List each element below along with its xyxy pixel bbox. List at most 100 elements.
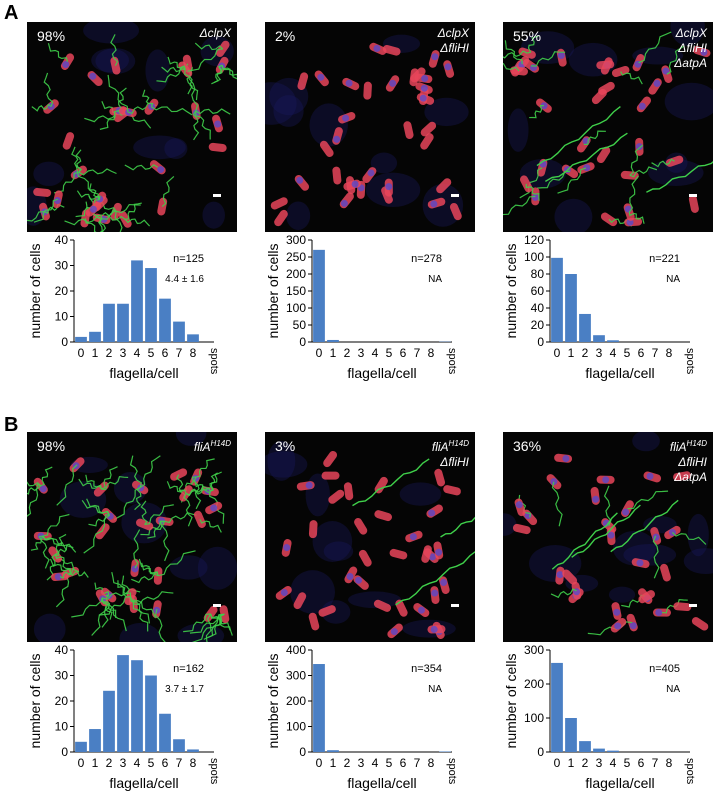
bar bbox=[551, 258, 563, 342]
y-tick-label: 400 bbox=[286, 643, 306, 657]
x-tick-label: 4 bbox=[610, 756, 617, 770]
bar bbox=[117, 655, 129, 752]
x-tick-label: 5 bbox=[148, 756, 155, 770]
flagellum bbox=[503, 196, 535, 216]
background-haze bbox=[632, 432, 660, 451]
genotype-line: ΔclpX bbox=[674, 26, 707, 41]
background-haze bbox=[554, 199, 592, 232]
y-tick-label: 100 bbox=[524, 711, 544, 725]
x-tick-label: 7 bbox=[176, 346, 183, 360]
y-tick-label: 80 bbox=[531, 267, 545, 281]
percent-label: 55% bbox=[513, 28, 541, 44]
background-haze bbox=[609, 587, 635, 603]
bar bbox=[579, 314, 591, 342]
y-tick-label: 50 bbox=[293, 318, 307, 332]
cell bbox=[269, 196, 289, 211]
bar bbox=[89, 729, 101, 752]
cell bbox=[635, 95, 653, 114]
cell-body bbox=[647, 77, 664, 96]
x-tick-label: 3 bbox=[358, 756, 365, 770]
background-haze bbox=[306, 474, 330, 517]
y-tick-label: 250 bbox=[286, 250, 306, 264]
cell-body bbox=[357, 548, 373, 568]
background-haze bbox=[684, 548, 713, 574]
cell bbox=[673, 602, 692, 611]
bar bbox=[89, 332, 101, 342]
y-tick-label: 30 bbox=[55, 259, 69, 273]
genotype-line: fliAH14D bbox=[432, 436, 469, 455]
cell bbox=[343, 482, 353, 501]
mean-sd-annotation: NA bbox=[666, 274, 680, 285]
mean-sd-annotation: NA bbox=[428, 684, 442, 695]
x-tick-label: 2 bbox=[106, 756, 113, 770]
bar bbox=[593, 335, 605, 342]
x-tick-label: 1 bbox=[330, 756, 337, 770]
cell bbox=[208, 142, 227, 152]
mean-sd-annotation: 4.4 ± 1.6 bbox=[165, 274, 204, 285]
bar bbox=[327, 750, 339, 752]
cell-body bbox=[389, 548, 408, 560]
genotype-line: ΔclpX bbox=[438, 26, 469, 41]
genotype-line: ΔfliHI bbox=[674, 41, 707, 56]
genotype-line: ΔfliHI bbox=[670, 455, 707, 470]
x-axis-label: flagella/cell bbox=[585, 775, 654, 791]
x-tick-label: 1 bbox=[92, 346, 99, 360]
bar bbox=[173, 322, 185, 342]
cell bbox=[157, 175, 174, 217]
cell bbox=[27, 73, 68, 119]
cell-body bbox=[343, 482, 353, 501]
cell bbox=[503, 187, 540, 216]
x-tick-label: 5 bbox=[386, 346, 393, 360]
bar bbox=[103, 304, 115, 342]
x-tick-label: 6 bbox=[400, 756, 407, 770]
background-haze bbox=[133, 135, 186, 159]
background-haze bbox=[33, 162, 64, 186]
bar bbox=[131, 260, 143, 342]
cell-body bbox=[433, 468, 446, 488]
cell bbox=[373, 509, 393, 522]
y-tick-label: 120 bbox=[524, 233, 544, 247]
x-axis-label: flagella/cell bbox=[585, 365, 654, 381]
x-axis-label: flagella/cell bbox=[109, 775, 178, 791]
x-tick-label: 0 bbox=[316, 346, 323, 360]
percent-label: 3% bbox=[275, 438, 295, 454]
cell bbox=[274, 584, 293, 601]
bar bbox=[327, 340, 339, 342]
x-tick-label: 2 bbox=[582, 756, 589, 770]
genotype-line: fliAH14D bbox=[670, 436, 707, 455]
y-tick-label: 40 bbox=[531, 301, 545, 315]
mean-sd-annotation: NA bbox=[666, 684, 680, 695]
cell bbox=[363, 81, 372, 99]
background-haze bbox=[503, 513, 516, 536]
cell bbox=[353, 517, 369, 537]
y-tick-label: 0 bbox=[299, 335, 306, 349]
sample-size-annotation: n=405 bbox=[649, 663, 680, 675]
y-tick-label: 300 bbox=[524, 643, 544, 657]
bar bbox=[313, 250, 325, 342]
bar bbox=[439, 751, 451, 752]
y-axis-label: number of cells bbox=[503, 244, 519, 339]
x-tick-label: spots bbox=[446, 758, 458, 785]
mean-sd-annotation: NA bbox=[428, 274, 442, 285]
x-tick-label: 3 bbox=[120, 756, 127, 770]
x-tick-label: 8 bbox=[190, 756, 197, 770]
x-tick-label: 2 bbox=[582, 346, 589, 360]
y-tick-label: 30 bbox=[55, 669, 69, 683]
x-tick-label: 5 bbox=[386, 756, 393, 770]
x-tick-label: 6 bbox=[638, 756, 645, 770]
background-haze bbox=[366, 173, 420, 207]
cell-body bbox=[309, 520, 318, 538]
x-tick-label: 6 bbox=[162, 756, 169, 770]
background-haze bbox=[286, 201, 310, 230]
genotype-line: ΔatpA bbox=[674, 56, 707, 71]
cell-body bbox=[512, 523, 531, 535]
x-tick-label: 8 bbox=[666, 756, 673, 770]
cell-body bbox=[332, 166, 342, 185]
x-tick-label: 7 bbox=[414, 756, 421, 770]
x-tick-label: 3 bbox=[358, 346, 365, 360]
